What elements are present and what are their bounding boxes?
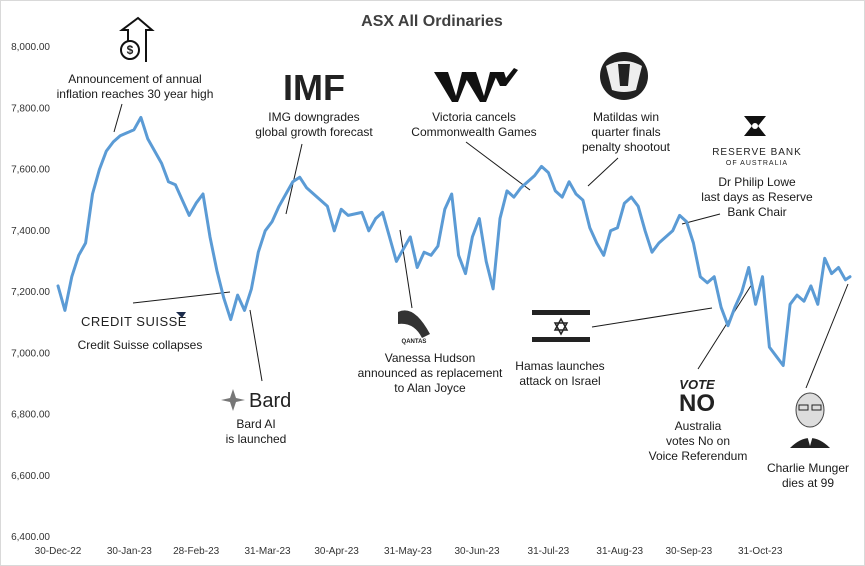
x-tick-label: 30-Apr-23 (314, 546, 359, 557)
annotation-text: last days as Reserve (701, 190, 813, 204)
annotation-text: Voice Referendum (649, 449, 748, 463)
annotation-text: votes No on (666, 434, 730, 448)
x-tick-label: 31-Jul-23 (528, 546, 570, 557)
annotation-rba: RESERVE BANK OF AUSTRALIA Dr Philip Lowe… (701, 116, 813, 219)
y-tick-label: 7,400.00 (11, 226, 50, 237)
annotation-hamas: Hamas launches attack on Israel (515, 308, 605, 388)
annotation-text: Credit Suisse collapses (78, 338, 203, 352)
annotation-text: quarter finals (591, 125, 660, 139)
y-axis: 8,000.00 7,800.00 7,600.00 7,400.00 7,200.00… (11, 42, 50, 543)
leader-victoria (465, 141, 531, 191)
annotation-text: announced as replacement (358, 366, 503, 380)
series-group (56, 115, 852, 367)
annotation-victoria: Victoria cancels Commonwealth Games (411, 68, 537, 139)
annotation-text: Commonwealth Games (411, 125, 536, 139)
y-tick-label: 6,400.00 (11, 532, 50, 543)
annotation-bard: Bard Bard AI is launched (221, 389, 291, 446)
credit-suisse-logo: CREDIT SUISSE (81, 314, 187, 329)
annotation-text: Charlie Munger (767, 461, 849, 475)
annotation-qantas: QANTAS Vanessa Hudson announced as repla… (358, 310, 503, 395)
x-tick-label: 31-Aug-23 (596, 546, 643, 557)
leader-matildas (587, 157, 619, 187)
annotation-matildas: Matildas win quarter finals penalty shoo… (582, 52, 671, 154)
leader-voice (697, 283, 753, 370)
kangaroo-icon (398, 310, 430, 338)
annotation-text: IMG downgrades (268, 110, 359, 124)
rba-star-icon (744, 116, 766, 136)
rba-logo-subtext: OF AUSTRALIA (726, 160, 788, 167)
y-tick-label: 7,600.00 (11, 165, 50, 176)
annotation-text: Matildas win (593, 110, 659, 124)
x-tick-label: 30-Jun-23 (455, 546, 500, 557)
x-axis: 30-Dec-22 30-Jan-23 28-Feb-23 31-Mar-23 30-A… (35, 546, 783, 557)
vote-logo: VOTE (679, 377, 715, 392)
annotation-text: Announcement of annual (68, 72, 201, 86)
rba-logo-text: RESERVE BANK (712, 147, 802, 158)
leader-qantas (399, 229, 413, 309)
no-logo: NO (679, 390, 715, 417)
leader-hamas (591, 307, 713, 328)
y-tick-label: 7,200.00 (11, 287, 50, 298)
x-tick-label: 30-Jan-23 (107, 546, 152, 557)
leader-bard (249, 309, 263, 382)
money-arrow-icon (119, 16, 155, 62)
annotation-text: attack on Israel (519, 374, 600, 388)
x-tick-label: 30-Dec-22 (35, 546, 82, 557)
portrait-icon (790, 392, 830, 448)
y-tick-label: 7,000.00 (11, 348, 50, 359)
y-tick-label: 6,600.00 (11, 471, 50, 482)
annotation-leaders (113, 103, 849, 389)
x-tick-label: 31-Oct-23 (738, 546, 783, 557)
annotation-credit-suisse: CREDIT SUISSE Credit Suisse collapses (78, 312, 203, 352)
annotation-munger: Charlie Munger dies at 99 (767, 392, 849, 490)
sparkle-icon (221, 389, 245, 411)
matildas-logo (600, 52, 648, 100)
annotation-text: to Alan Joyce (394, 381, 466, 395)
imf-logo: IMF (283, 67, 345, 108)
leader-credit-suisse (132, 291, 231, 304)
israel-flag-icon (532, 308, 590, 344)
annotation-text: global growth forecast (255, 125, 373, 139)
x-tick-label: 31-May-23 (384, 546, 432, 557)
annotation-text: inflation reaches 30 year high (57, 87, 214, 101)
leader-rba (681, 213, 721, 225)
annotation-imf: IMF IMG downgrades global growth forecas… (255, 67, 373, 139)
annotation-text: Hamas launches (515, 359, 604, 373)
annotation-text: Vanessa Hudson (385, 351, 476, 365)
dollar-glyph: $ (127, 43, 134, 57)
annotation-text: Dr Philip Lowe (718, 175, 796, 189)
chart-title: ASX All Ordinaries (361, 13, 503, 30)
annotation-text: Bank Chair (727, 205, 786, 219)
qantas-logo: QANTAS (402, 339, 427, 345)
leader-inflation (113, 103, 123, 133)
x-tick-label: 28-Feb-23 (173, 546, 220, 557)
annotation-text: dies at 99 (782, 476, 834, 490)
sails-icon (176, 312, 186, 318)
annotation-text: Victoria cancels (432, 110, 516, 124)
bard-logo: Bard (249, 390, 291, 412)
annotation-text: Bard AI (236, 417, 275, 431)
series-line (56, 115, 852, 367)
annotation-text: penalty shootout (582, 140, 671, 154)
commonwealth-games-logo (434, 68, 518, 102)
y-tick-label: 8,000.00 (11, 42, 50, 53)
y-tick-label: 7,800.00 (11, 103, 50, 114)
annotation-text: Australia (675, 419, 722, 433)
x-tick-label: 30-Sep-23 (665, 546, 712, 557)
annotation-voice: VOTE NO Australia votes No on Voice Refe… (649, 377, 748, 463)
leader-munger (805, 283, 849, 389)
leader-imf (285, 143, 303, 215)
annotation-inflation: $ Announcement of annual inflation reach… (57, 16, 214, 101)
annotation-text: is launched (226, 432, 287, 446)
y-tick-label: 6,800.00 (11, 410, 50, 421)
x-tick-label: 31-Mar-23 (244, 546, 291, 557)
